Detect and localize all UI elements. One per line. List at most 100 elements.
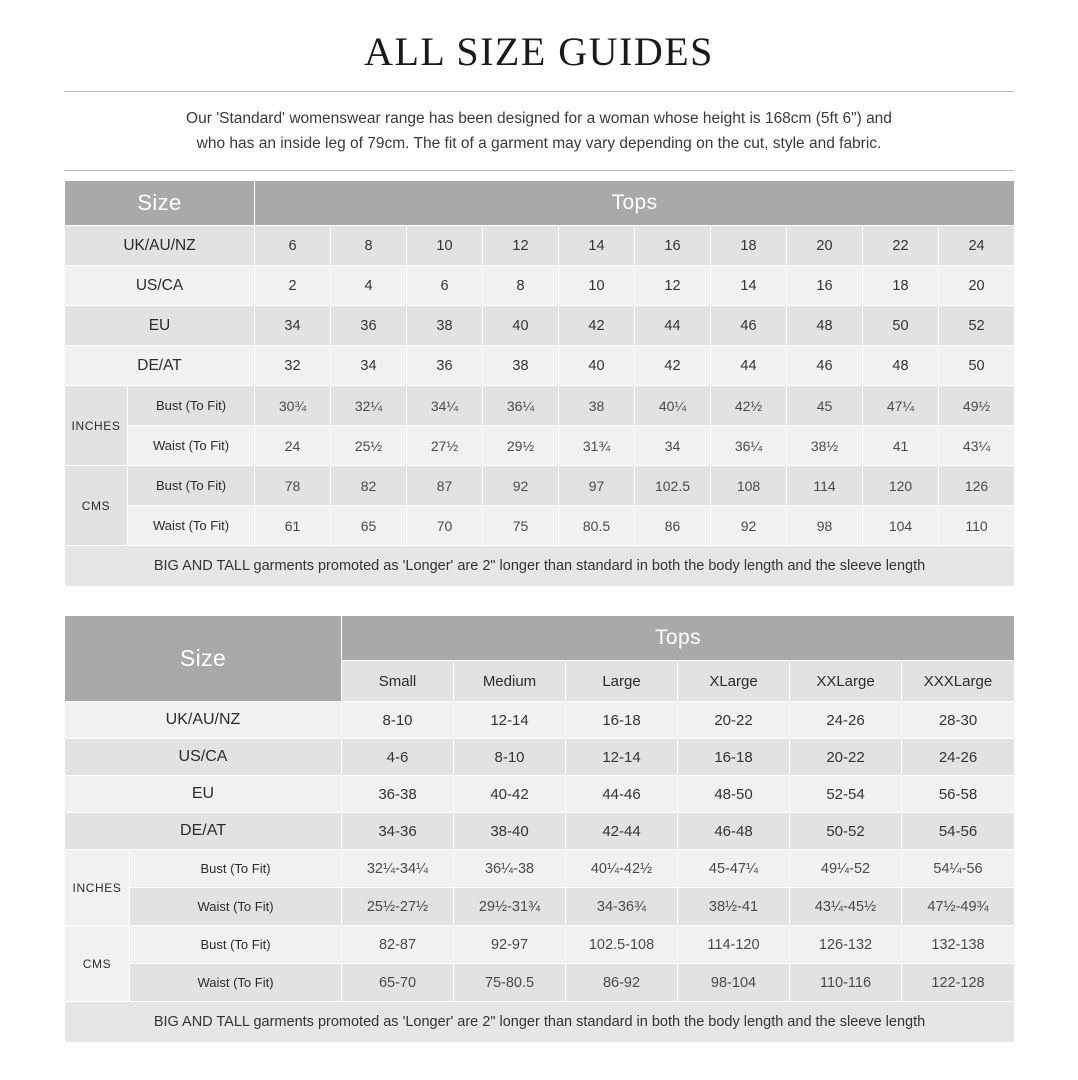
footer-note: BIG AND TALL garments promoted as 'Longe… [63,545,1016,587]
intro-paragraph: Our 'Standard' womenswear range has been… [0,92,1078,170]
measure-value: 36¼ [710,425,787,466]
size-value: 22 [862,225,939,266]
page-title: ALL SIZE GUIDES [364,29,714,74]
size-value: 18 [710,225,787,266]
measure-value: 87 [406,465,483,506]
footer-note: BIG AND TALL garments promoted as 'Longe… [64,1001,1015,1043]
measure-value: 43¼ [937,425,1016,466]
table-row: DE/AT 32 34 36 38 40 42 44 46 48 50 [64,345,1016,386]
size-value: 12-14 [565,738,678,776]
table-row: INCHES Bust (To Fit) 30¾ 32¼ 34¼ 36¼ 38 40¼ 42½ 4… [64,385,1016,466]
measure-value: 31¾ [558,425,635,466]
size-value: 20 [786,225,863,266]
measure-value: 120 [862,465,939,506]
size-value: 16-18 [565,701,678,739]
size-value: 12-14 [453,701,566,739]
size-value: 34-36 [341,812,454,850]
measure-value: 126-132 [789,925,902,964]
measure-value: 30¾ [254,385,331,426]
measure-value: 45-47¼ [677,849,790,888]
measure-label-bust: Bust (To Fit) [127,465,255,506]
measure-value: 86-92 [565,963,678,1002]
table-row: CMS Bust (To Fit) 78 82 87 92 97 102.5 108 114 120… [64,465,1016,546]
measure-value: 49½ [937,385,1016,426]
table-row: DE/AT 34-36 38-40 42-44 46-48 50-52 54-56 [64,812,1015,850]
size-value: 48 [862,345,939,386]
size-value: 50 [937,345,1016,386]
size-value: 40-42 [453,775,566,813]
measure-value: 108 [710,465,787,506]
size-value: 2 [254,265,331,306]
table-row: UK/AU/NZ 6 8 10 12 14 16 18 20 22 24 [64,225,1016,266]
size-value: 10 [406,225,483,266]
measure-label-bust: Bust (To Fit) [129,849,342,888]
size-value: 24 [937,225,1016,266]
measure-value: 40¼ [634,385,711,426]
table-subheader-row: Small Medium Large XLarge XXLarge XXXLarge [65,660,1015,702]
size-value: 46 [786,345,863,386]
size-value: 8 [330,225,407,266]
measure-value: 45 [786,385,863,426]
unit-label-inches: INCHES [64,849,130,926]
measure-value: 92-97 [453,925,566,964]
row-label-uk-au-nz: UK/AU/NZ [64,225,255,266]
row-label-de-at: DE/AT [64,345,255,386]
size-value: 16 [634,225,711,266]
size-value: 28-30 [901,701,1015,739]
row-label-us-ca: US/CA [64,265,255,306]
table-row: US/CA 4-6 8-10 12-14 16-18 20-22 24-26 [64,738,1015,776]
measure-value: 86 [634,505,711,546]
measure-label-bust: Bust (To Fit) [129,925,342,964]
table-row: EU 36-38 40-42 44-46 48-50 52-54 56-58 [64,775,1015,813]
table-row: CMS Bust (To Fit) 82-87 92-97 102.5-108 114-1… [64,925,1015,1002]
column-header-medium: Medium [453,660,566,702]
size-value: 20-22 [789,738,902,776]
table-row: Waist (To Fit) 61 65 70 75 80.5 86 92 98 104 110 [65,505,1016,546]
row-label-eu: EU [64,305,255,346]
intro-line-1: Our 'Standard' womenswear range has been… [186,110,892,127]
size-value: 54-56 [901,812,1015,850]
size-value: 16 [786,265,863,306]
divider-top [64,91,1014,92]
divider-bottom [64,170,1014,171]
size-value: 32 [254,345,331,386]
size-value: 38 [406,305,483,346]
size-value: 34 [254,305,331,346]
measure-value: 36¼-38 [453,849,566,888]
measure-value: 65 [330,505,407,546]
measure-value: 34¼ [406,385,483,426]
size-value: 8-10 [453,738,566,776]
measure-value: 32¼ [330,385,407,426]
table-row: EU 34 36 38 40 42 44 46 48 50 52 [64,305,1016,346]
measure-value: 27½ [406,425,483,466]
measure-value: 82 [330,465,407,506]
size-value: 42-44 [565,812,678,850]
measure-value: 49¼-52 [789,849,902,888]
measure-value: 102.5 [634,465,711,506]
row-label-uk-au-nz: UK/AU/NZ [64,701,342,739]
measure-value: 54¼-56 [901,849,1015,888]
intro-line-2: who has an inside leg of 79cm. The fit o… [196,135,882,152]
measure-value: 132-138 [901,925,1015,964]
size-value: 36 [330,305,407,346]
size-value: 52-54 [789,775,902,813]
measure-value: 34 [634,425,711,466]
measure-value: 25½ [330,425,407,466]
measure-value: 40¼-42½ [565,849,678,888]
letter-size-table-wrap: Size Tops Small Medium Large XLarge XXLarge XXX… [64,615,1015,1043]
size-value: 18 [862,265,939,306]
table-row: Waist (To Fit) 25½-27½ 29½-31¾ 34-36¾ 38½-41… [65,887,1015,926]
measure-value: 25½-27½ [341,887,454,926]
size-value: 48-50 [677,775,790,813]
unit-label-inches: INCHES [64,385,128,466]
size-value: 42 [634,345,711,386]
column-header-xlarge: XLarge [677,660,790,702]
column-header-xxxlarge: XXXLarge [901,660,1015,702]
size-value: 12 [634,265,711,306]
measure-value: 42½ [710,385,787,426]
measure-value: 32¼-34¼ [341,849,454,888]
size-value: 20-22 [677,701,790,739]
size-value: 38 [482,345,559,386]
measure-value: 92 [710,505,787,546]
measure-value: 75-80.5 [453,963,566,1002]
